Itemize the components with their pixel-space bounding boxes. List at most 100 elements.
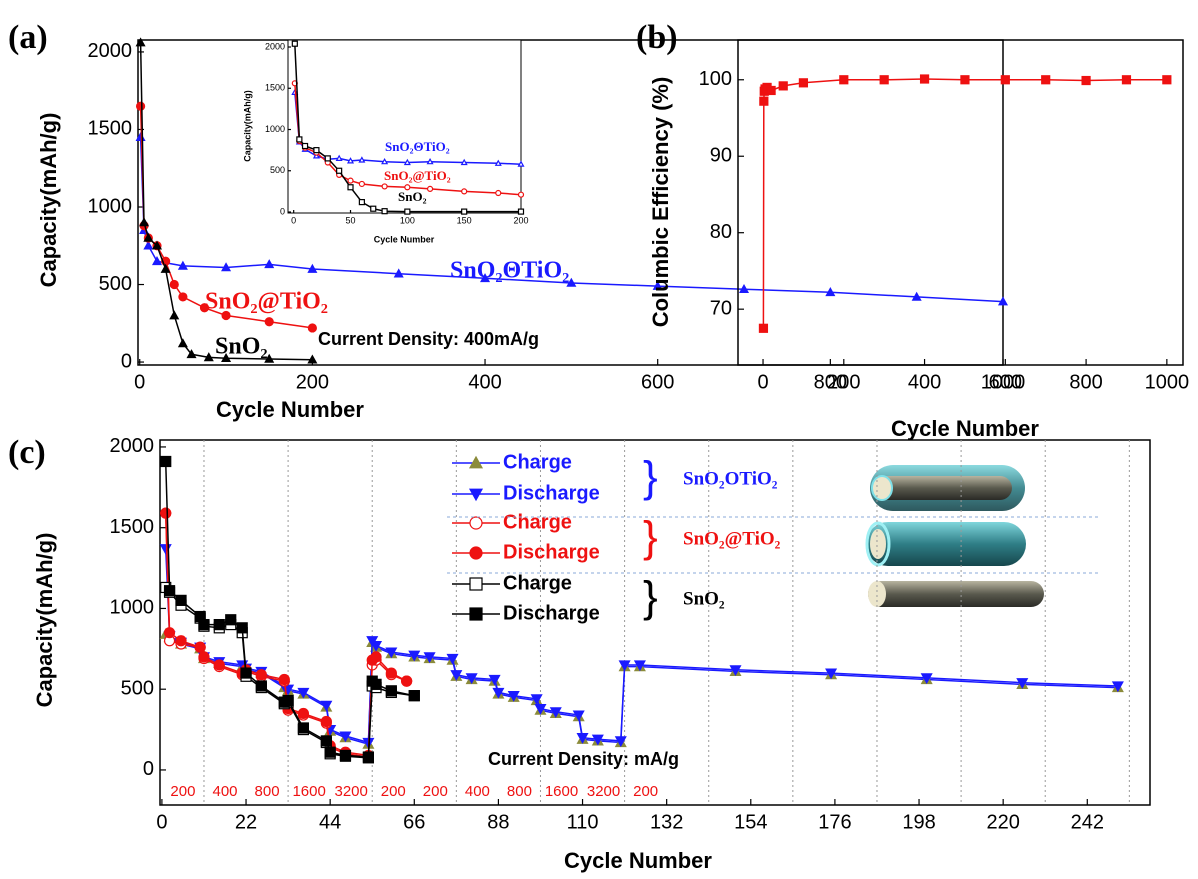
marker bbox=[495, 189, 502, 197]
x-tick-label: 220 bbox=[986, 811, 1019, 833]
x-tick-label: 800 bbox=[1069, 371, 1102, 393]
marker bbox=[151, 240, 163, 250]
marker bbox=[572, 710, 585, 722]
marker bbox=[358, 180, 365, 188]
y-tick-label: 1500 bbox=[265, 83, 285, 93]
marker bbox=[381, 157, 389, 165]
x-axis-label: Cycle Number bbox=[216, 397, 364, 422]
x-axis-label: Cycle Number bbox=[374, 234, 435, 244]
marker bbox=[911, 291, 922, 301]
y-tick-label: 90 bbox=[710, 145, 732, 167]
marker bbox=[1111, 681, 1124, 693]
legend-label: Charge bbox=[503, 511, 572, 533]
y-tick-label: 2000 bbox=[265, 41, 285, 51]
marker bbox=[460, 158, 468, 166]
legend-group-label: SnO₂ bbox=[683, 588, 725, 609]
marker bbox=[278, 673, 290, 686]
x-tick-label: 0 bbox=[156, 811, 167, 833]
marker bbox=[381, 183, 388, 190]
marker bbox=[194, 641, 206, 653]
x-tick-label: 44 bbox=[319, 811, 341, 833]
rate-label: 200 bbox=[423, 783, 448, 800]
x-tick-label: 154 bbox=[734, 811, 767, 833]
legend-marker bbox=[468, 488, 484, 502]
marker bbox=[798, 78, 809, 88]
plot-frame bbox=[287, 39, 522, 214]
marker bbox=[160, 263, 171, 273]
x-tick-label: 88 bbox=[487, 811, 509, 833]
marker bbox=[408, 690, 420, 702]
marker bbox=[1121, 75, 1132, 85]
marker bbox=[225, 614, 237, 626]
x-tick-label: 200 bbox=[827, 371, 860, 393]
annotation: SnO₂ΘTiO₂ bbox=[385, 139, 450, 154]
plot-frame bbox=[737, 39, 1184, 366]
marker bbox=[446, 653, 459, 665]
x-tick-label: 1000 bbox=[1145, 371, 1190, 393]
marker bbox=[297, 687, 310, 699]
y-tick-label: 1000 bbox=[88, 195, 133, 217]
x-tick-label: 0 bbox=[291, 215, 296, 225]
marker bbox=[507, 691, 520, 702]
x-tick-label: 600 bbox=[989, 371, 1022, 393]
y-tick-label: 2000 bbox=[110, 435, 155, 457]
rate-label: 1600 bbox=[292, 783, 325, 800]
y-tick-label: 500 bbox=[99, 273, 132, 295]
marker bbox=[426, 157, 434, 165]
y-tick-label: 500 bbox=[270, 165, 285, 175]
marker bbox=[362, 751, 375, 763]
marker bbox=[358, 199, 365, 206]
marker bbox=[729, 665, 742, 677]
x-axis-label: Cycle Number bbox=[891, 416, 1039, 441]
marker bbox=[839, 75, 849, 85]
marker bbox=[313, 147, 320, 154]
panel-label: (a) bbox=[8, 19, 48, 56]
rate-label: 3200 bbox=[587, 783, 620, 800]
marker bbox=[652, 280, 663, 290]
marker bbox=[264, 353, 275, 363]
marker bbox=[151, 256, 163, 266]
marker bbox=[320, 735, 332, 747]
marker bbox=[1081, 75, 1091, 86]
series-line bbox=[139, 137, 1004, 303]
marker bbox=[135, 37, 146, 47]
marker bbox=[517, 208, 525, 215]
x-tick-label: 176 bbox=[818, 811, 851, 833]
x-tick-label: 242 bbox=[1071, 811, 1104, 833]
marker bbox=[339, 749, 352, 762]
marker bbox=[296, 136, 303, 143]
marker bbox=[1041, 75, 1051, 85]
marker bbox=[255, 669, 267, 681]
marker bbox=[381, 208, 388, 215]
marker bbox=[517, 191, 525, 198]
marker bbox=[282, 694, 294, 707]
marker bbox=[566, 277, 577, 287]
x-tick-label: 22 bbox=[235, 811, 257, 833]
y-tick-label: 0 bbox=[121, 350, 132, 372]
marker bbox=[320, 700, 333, 712]
y-tick-label: 1000 bbox=[110, 597, 155, 619]
marker bbox=[385, 647, 398, 659]
annotation: SnO₂@TiO₂ bbox=[205, 289, 328, 315]
marker bbox=[307, 354, 318, 364]
marker bbox=[297, 707, 309, 720]
marker bbox=[633, 660, 646, 672]
legend-group-label: SnO₂OTiO₂ bbox=[683, 468, 778, 489]
y-axis-label: Capacity(mAh/g) bbox=[36, 113, 61, 288]
x-tick-label: 400 bbox=[468, 371, 501, 393]
marker bbox=[264, 259, 275, 269]
legend-label: Discharge bbox=[503, 541, 600, 563]
marker bbox=[143, 232, 154, 242]
rate-label: 400 bbox=[212, 783, 237, 800]
marker bbox=[370, 640, 383, 652]
marker bbox=[177, 338, 188, 348]
marker bbox=[576, 733, 589, 744]
panel-label: (c) bbox=[8, 434, 46, 471]
marker bbox=[169, 310, 180, 320]
legend-marker bbox=[469, 607, 483, 621]
legend-marker bbox=[469, 577, 483, 591]
marker bbox=[450, 670, 463, 681]
y-axis-label: Columbic Efficiency (%) bbox=[648, 77, 673, 328]
marker bbox=[297, 722, 309, 734]
